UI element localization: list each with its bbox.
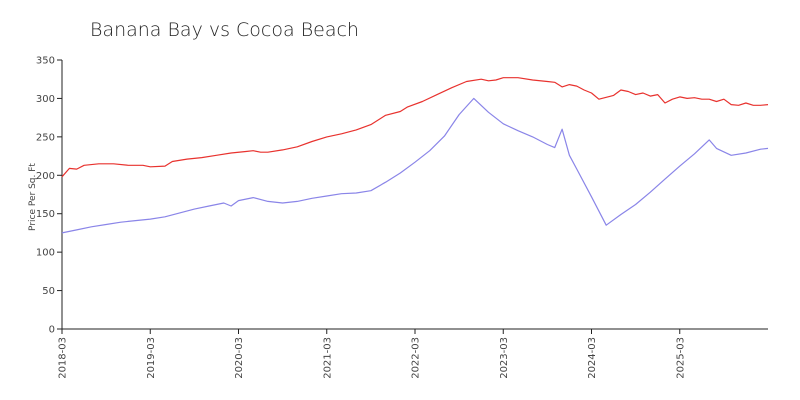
x-tick-label: 2025-03 [675,337,686,379]
y-tick-label: 250 [36,132,55,143]
y-tick-label: 0 [49,325,55,336]
x-tick-label: 2020-03 [234,337,245,379]
x-tick-label: 2022-03 [411,337,422,379]
y-axis-label: Price Per Sq. Ft [28,163,38,231]
series-layer [61,77,769,234]
series-line-1 [61,77,769,178]
x-tick-label: 2018-03 [58,337,69,379]
x-tick-label: 2024-03 [587,337,598,379]
x-tick-label: 2021-03 [322,337,333,379]
y-tick-label: 100 [36,248,55,259]
x-tick-label: 2023-03 [499,337,510,379]
x-tick-label: 2019-03 [146,337,157,379]
y-axis: 0 50 100 150 200 250 300 350 [36,56,63,336]
y-tick-label: 300 [36,94,55,105]
y-tick-label: 350 [36,56,55,67]
y-tick-label: 200 [36,171,55,182]
y-tick-label: 50 [42,286,55,297]
y-tick-label: 150 [36,209,55,220]
chart-title: Banana Bay vs Cocoa Beach [90,19,359,41]
x-axis: 2018-03 2019-03 2020-03 2021-03 2022-03 2023-… [58,328,768,379]
series-line-2 [61,97,769,234]
